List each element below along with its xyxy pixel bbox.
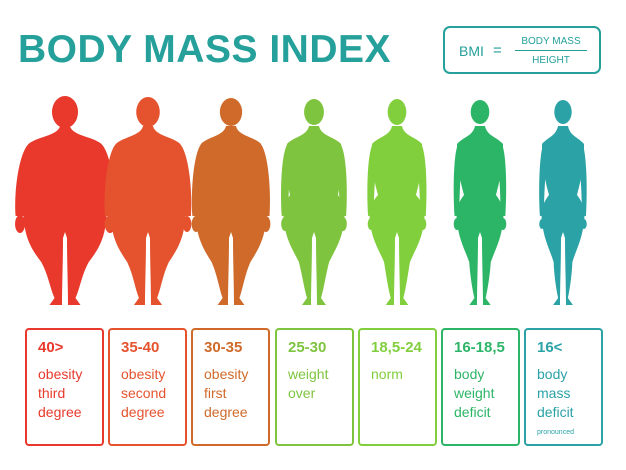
description-line: first — [204, 385, 227, 401]
formula-denominator: HEIGHT — [532, 55, 570, 66]
silhouette-right-arm — [415, 142, 427, 216]
description-line: body — [454, 366, 485, 382]
formula-fraction-bar — [515, 50, 587, 51]
category-box: 16< body mass deficit pronounced — [524, 328, 603, 446]
description-line: deficit — [537, 404, 574, 420]
category-box: 18,5-24 norm — [358, 328, 437, 446]
silhouette-body — [283, 126, 345, 305]
silhouette-left-hand — [191, 216, 201, 232]
category-description: norm — [371, 365, 403, 384]
silhouette-left-arm — [15, 142, 36, 216]
silhouette-head — [304, 99, 324, 125]
silhouette-right-arm — [577, 142, 587, 216]
silhouette-left-arm — [281, 142, 294, 216]
silhouette-right-arm — [254, 142, 271, 216]
description-line: norm — [371, 366, 403, 382]
silhouette-left-arm — [453, 142, 464, 216]
bmi-formula: BMI = BODY MASS HEIGHT — [443, 26, 601, 74]
silhouette-5 — [367, 99, 427, 305]
silhouette-left-arm — [104, 142, 123, 216]
bmi-range: 40> — [38, 339, 64, 356]
silhouette-body — [456, 126, 504, 305]
silhouette-1 — [15, 96, 115, 305]
category-box: 35-40 obesity second degree — [108, 328, 187, 446]
description-line: obesity — [38, 366, 83, 382]
silhouette-head — [470, 100, 490, 124]
silhouette-left-arm — [367, 142, 379, 216]
page-title: BODY MASS INDEX — [18, 28, 392, 71]
silhouette-body — [110, 126, 186, 305]
description-line: weight — [288, 366, 329, 382]
silhouette-body — [369, 126, 425, 305]
silhouette-body — [541, 126, 585, 305]
category-note: pronounced — [537, 429, 574, 436]
silhouette-right-arm — [496, 142, 507, 216]
silhouette-head — [387, 99, 407, 125]
bmi-range: 18,5-24 — [371, 339, 422, 356]
category-description: body weight deficit — [454, 365, 494, 422]
bmi-range: 35-40 — [121, 339, 160, 356]
silhouette-left-hand — [104, 216, 114, 232]
silhouette-left-arm — [191, 142, 208, 216]
category-description: obesity second degree — [121, 365, 166, 422]
silhouette-head — [554, 100, 572, 124]
bmi-range: 16-18,5 — [454, 339, 505, 356]
silhouette-right-hand — [499, 218, 507, 230]
description-line: obesity — [204, 366, 249, 382]
description-line: second — [121, 385, 167, 401]
bmi-range: 16< — [537, 339, 563, 356]
category-description: obesity first degree — [204, 365, 248, 422]
category-box: 40> obesity third degree — [25, 328, 104, 446]
bmi-range: 25-30 — [288, 339, 327, 356]
description-line: body — [537, 366, 568, 382]
description-line: deficit — [454, 404, 491, 420]
silhouette-right-hand — [339, 217, 347, 231]
silhouette-7 — [539, 100, 587, 305]
category-description: body mass deficit — [537, 365, 574, 422]
bmi-range: 30-35 — [204, 339, 243, 356]
silhouette-4 — [281, 99, 347, 305]
category-box: 30-35 obesity first degree — [191, 328, 270, 446]
silhouette-right-hand — [261, 216, 271, 232]
description-line: weight — [454, 385, 495, 401]
silhouette-right-hand — [581, 219, 587, 229]
description-line: mass — [537, 385, 571, 401]
silhouette-body — [195, 126, 267, 305]
category-box: 25-30 weight over — [275, 328, 354, 446]
silhouette-left-hand — [281, 217, 289, 231]
silhouette-right-arm — [173, 142, 192, 216]
formula-equals: = — [493, 42, 502, 59]
formula-lhs: BMI — [459, 43, 484, 59]
description-line: over — [288, 385, 316, 401]
description-line: degree — [204, 404, 248, 420]
category-description: weight over — [288, 365, 328, 403]
formula-numerator: BODY MASS — [521, 36, 581, 47]
silhouette-right-hand — [419, 218, 427, 230]
silhouette-head — [219, 98, 243, 126]
category-box: 16-18,5 body weight deficit — [441, 328, 520, 446]
description-line: third — [38, 385, 66, 401]
silhouette-left-hand — [367, 218, 375, 230]
silhouette-right-hand — [182, 216, 192, 232]
body-silhouettes — [15, 96, 587, 305]
silhouette-right-arm — [334, 142, 347, 216]
silhouette-head — [136, 97, 160, 127]
description-line: degree — [38, 404, 82, 420]
silhouette-left-hand — [539, 219, 545, 229]
silhouette-3 — [191, 98, 271, 305]
silhouette-head — [51, 96, 79, 128]
silhouette-left-hand — [15, 215, 25, 233]
description-line: degree — [121, 404, 165, 420]
silhouette-6 — [453, 100, 507, 305]
silhouette-left-hand — [453, 218, 461, 230]
silhouette-body — [21, 126, 109, 305]
silhouette-left-arm — [539, 142, 549, 216]
silhouette-2 — [104, 97, 192, 305]
category-description: obesity third degree — [38, 365, 82, 422]
description-line: obesity — [121, 366, 166, 382]
